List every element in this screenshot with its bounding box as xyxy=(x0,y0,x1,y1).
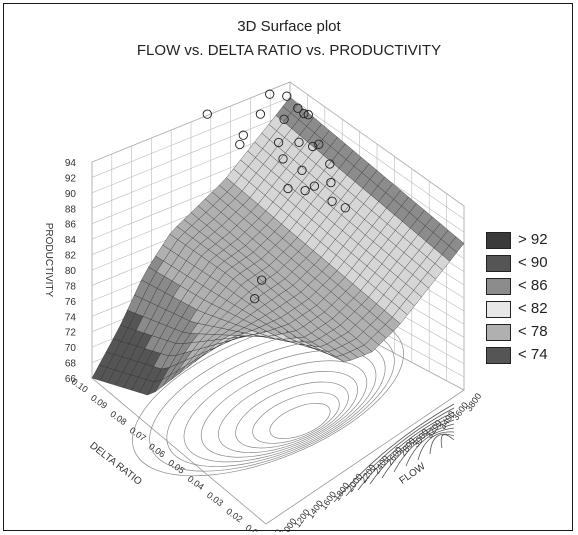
y-tick-label: 0.04 xyxy=(186,474,206,492)
floor-contour xyxy=(217,371,359,453)
z-tick-label: 68 xyxy=(65,359,77,370)
floor-contour xyxy=(357,411,455,491)
data-point xyxy=(238,130,248,140)
legend-label: > 92 xyxy=(518,231,548,248)
chart-title: 3D Surface plot xyxy=(237,18,341,35)
y-tick-label: 0.02 xyxy=(224,506,244,524)
data-point xyxy=(299,108,309,119)
legend-swatch xyxy=(486,255,511,272)
z-tick-label: 86 xyxy=(65,220,77,231)
legend-label: < 90 xyxy=(518,254,548,271)
legend-swatch xyxy=(486,324,511,341)
floor-contour xyxy=(417,431,455,461)
floor-contour xyxy=(149,328,395,472)
x-tick-label: 800 xyxy=(267,527,284,532)
data-point xyxy=(340,203,350,213)
legend: > 92 < 90 < 86 < 82 < 78 < 74 xyxy=(482,229,572,367)
z-tick-label: 72 xyxy=(65,328,77,339)
floor-contour xyxy=(183,349,377,463)
data-point xyxy=(282,91,292,101)
floor-contour xyxy=(333,403,455,503)
data-point xyxy=(283,183,293,194)
floor-contour xyxy=(269,402,331,440)
legend-item: > 92 xyxy=(482,229,572,252)
data-point xyxy=(294,137,304,147)
data-point xyxy=(327,196,337,206)
data-point xyxy=(273,137,284,148)
floor-contour xyxy=(440,434,455,449)
z-tick-label: 92 xyxy=(65,173,77,184)
data-point xyxy=(309,181,320,191)
legend-label: < 82 xyxy=(518,300,548,317)
y-axis-label: DELTA RATIO xyxy=(87,440,143,487)
legend-swatch xyxy=(486,232,511,249)
y-tick-label: 0.05 xyxy=(166,458,186,476)
surface-patch xyxy=(448,236,465,253)
floor-contour xyxy=(235,381,349,449)
data-point xyxy=(314,139,324,149)
floor-contour xyxy=(132,317,404,477)
data-point xyxy=(300,185,310,196)
floor-contour xyxy=(252,392,340,444)
z-tick-label: 70 xyxy=(65,343,77,354)
y-tick-label: 0.08 xyxy=(108,409,128,427)
floor-contour xyxy=(393,423,455,473)
z-tick-label: 90 xyxy=(65,189,77,200)
z-axis-label: PRODUCTIVITY xyxy=(43,223,54,298)
legend-swatch xyxy=(486,347,511,364)
z-tick-label: 84 xyxy=(65,235,77,246)
data-point xyxy=(250,294,260,304)
legend-swatch xyxy=(486,301,511,318)
floor-contour xyxy=(200,360,368,458)
chart-frame: 66 68 70 72 74 76 78 80 82 84 86 88 90 92 94 PRODUCTIVI… xyxy=(3,3,573,532)
chart-subtitle: FLOW vs. DELTA RATIO vs. PRODUCTIVITY xyxy=(136,42,442,59)
floor-contour xyxy=(381,419,455,479)
legend-item: < 78 xyxy=(482,321,572,344)
legend-item: < 82 xyxy=(482,298,572,321)
data-point xyxy=(235,139,245,150)
z-tick-label: 80 xyxy=(65,266,77,277)
data-point xyxy=(202,109,212,119)
floor-contour xyxy=(429,433,455,455)
floor-contour xyxy=(369,415,455,485)
x-tick-label: 3800 xyxy=(464,391,484,413)
data-point xyxy=(255,109,266,119)
z-tick-label: 78 xyxy=(65,281,77,292)
z-tick-label: 66 xyxy=(65,374,77,385)
legend-item: < 86 xyxy=(482,275,572,298)
data-point xyxy=(325,159,335,169)
data-point xyxy=(279,114,289,124)
data-point xyxy=(297,165,307,175)
surface-chart: 66 68 70 72 74 76 78 80 82 84 86 88 90 92 94 PRODUCTIVI… xyxy=(43,81,484,532)
floor-contour xyxy=(166,339,386,467)
data-point xyxy=(278,154,288,164)
legend-swatch xyxy=(486,278,511,295)
legend-label: < 74 xyxy=(518,346,548,363)
data-point xyxy=(308,141,318,152)
z-tick-label: 88 xyxy=(65,204,77,215)
legend-label: < 86 xyxy=(518,277,548,294)
data-point xyxy=(303,110,313,120)
y-tick-label: 0.07 xyxy=(128,425,148,443)
y-tick-label: 0.09 xyxy=(89,393,109,411)
data-point xyxy=(326,177,336,188)
legend-item: < 74 xyxy=(482,344,572,367)
y-tick-label: 0.10 xyxy=(70,376,90,394)
data-point xyxy=(293,103,303,113)
z-tick-label: 82 xyxy=(65,251,77,262)
floor-contour xyxy=(345,407,455,497)
x-axis-label: FLOW xyxy=(398,461,428,487)
z-tick-label: 76 xyxy=(65,297,77,308)
y-tick-label: 0.03 xyxy=(205,490,225,508)
z-tick-label: 94 xyxy=(65,158,77,169)
data-point xyxy=(265,89,275,99)
y-tick-label: 0.01 xyxy=(244,522,264,532)
legend-label: < 78 xyxy=(518,323,548,340)
data-point xyxy=(257,275,267,285)
legend-item: < 90 xyxy=(482,252,572,275)
z-tick-label: 74 xyxy=(65,312,77,323)
floor-contour xyxy=(405,427,455,467)
